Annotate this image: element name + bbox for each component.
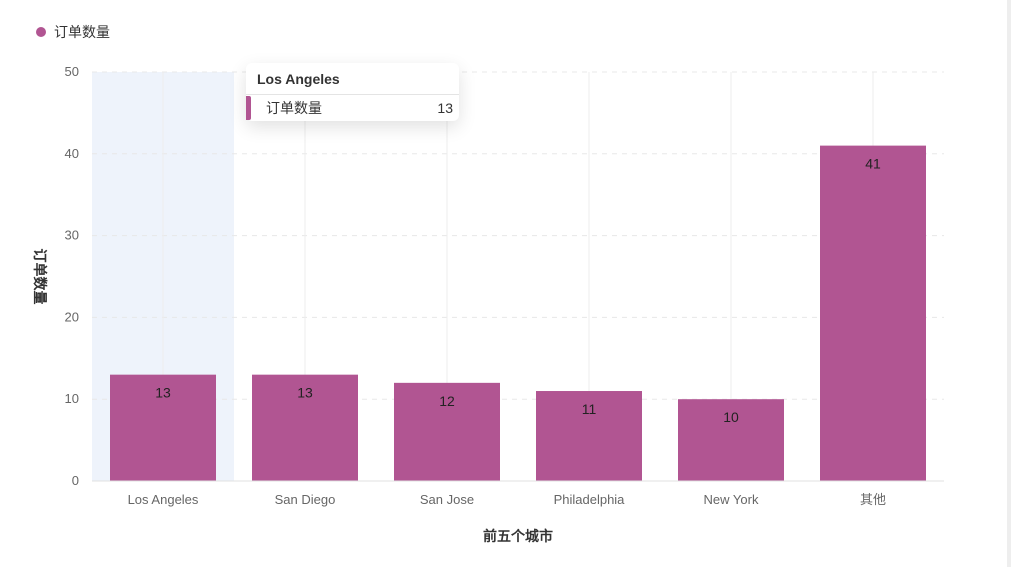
bar bbox=[536, 391, 642, 481]
bar-value-label: 13 bbox=[297, 385, 313, 401]
y-tick-label: 20 bbox=[65, 309, 79, 324]
window-edge bbox=[1007, 0, 1011, 567]
x-tick-label: 其他 bbox=[860, 492, 886, 507]
bar bbox=[110, 374, 216, 481]
x-axis-title: 前五个城市 bbox=[483, 528, 553, 544]
tooltip-series-marker bbox=[246, 96, 251, 120]
tooltip-row: 订单数量 13 bbox=[246, 95, 459, 121]
bar bbox=[394, 382, 500, 481]
tooltip-series-value: 13 bbox=[437, 100, 453, 116]
x-tick-label: San Jose bbox=[420, 492, 474, 507]
y-tick-label: 40 bbox=[65, 146, 79, 161]
y-tick-label: 10 bbox=[65, 391, 79, 406]
x-tick-label: Los Angeles bbox=[128, 492, 199, 507]
bar bbox=[252, 374, 358, 481]
y-tick-label: 0 bbox=[72, 473, 79, 488]
bar-value-label: 12 bbox=[439, 393, 455, 409]
tooltip-title: Los Angeles bbox=[257, 71, 340, 87]
y-tick-label: 30 bbox=[65, 228, 79, 243]
x-tick-label: New York bbox=[704, 492, 759, 507]
bar-value-label: 11 bbox=[582, 401, 597, 417]
chart-tooltip: Los Angeles 订单数量 13 bbox=[246, 63, 459, 121]
legend-marker bbox=[36, 27, 46, 37]
x-tick-label: Philadelphia bbox=[554, 492, 626, 507]
bar bbox=[820, 145, 926, 481]
tooltip-divider bbox=[246, 94, 459, 95]
bar-value-label: 41 bbox=[865, 156, 881, 172]
bar-value-label: 10 bbox=[723, 409, 739, 425]
chart-legend[interactable]: 订单数量 bbox=[36, 22, 110, 42]
tooltip-series-name: 订单数量 bbox=[266, 100, 322, 116]
y-axis-title: 订单数量 bbox=[32, 249, 48, 305]
x-tick-label: San Diego bbox=[275, 492, 336, 507]
legend-label: 订单数量 bbox=[54, 24, 110, 40]
y-tick-label: 50 bbox=[65, 64, 79, 79]
bar bbox=[678, 399, 784, 481]
bar-value-label: 13 bbox=[155, 385, 171, 401]
